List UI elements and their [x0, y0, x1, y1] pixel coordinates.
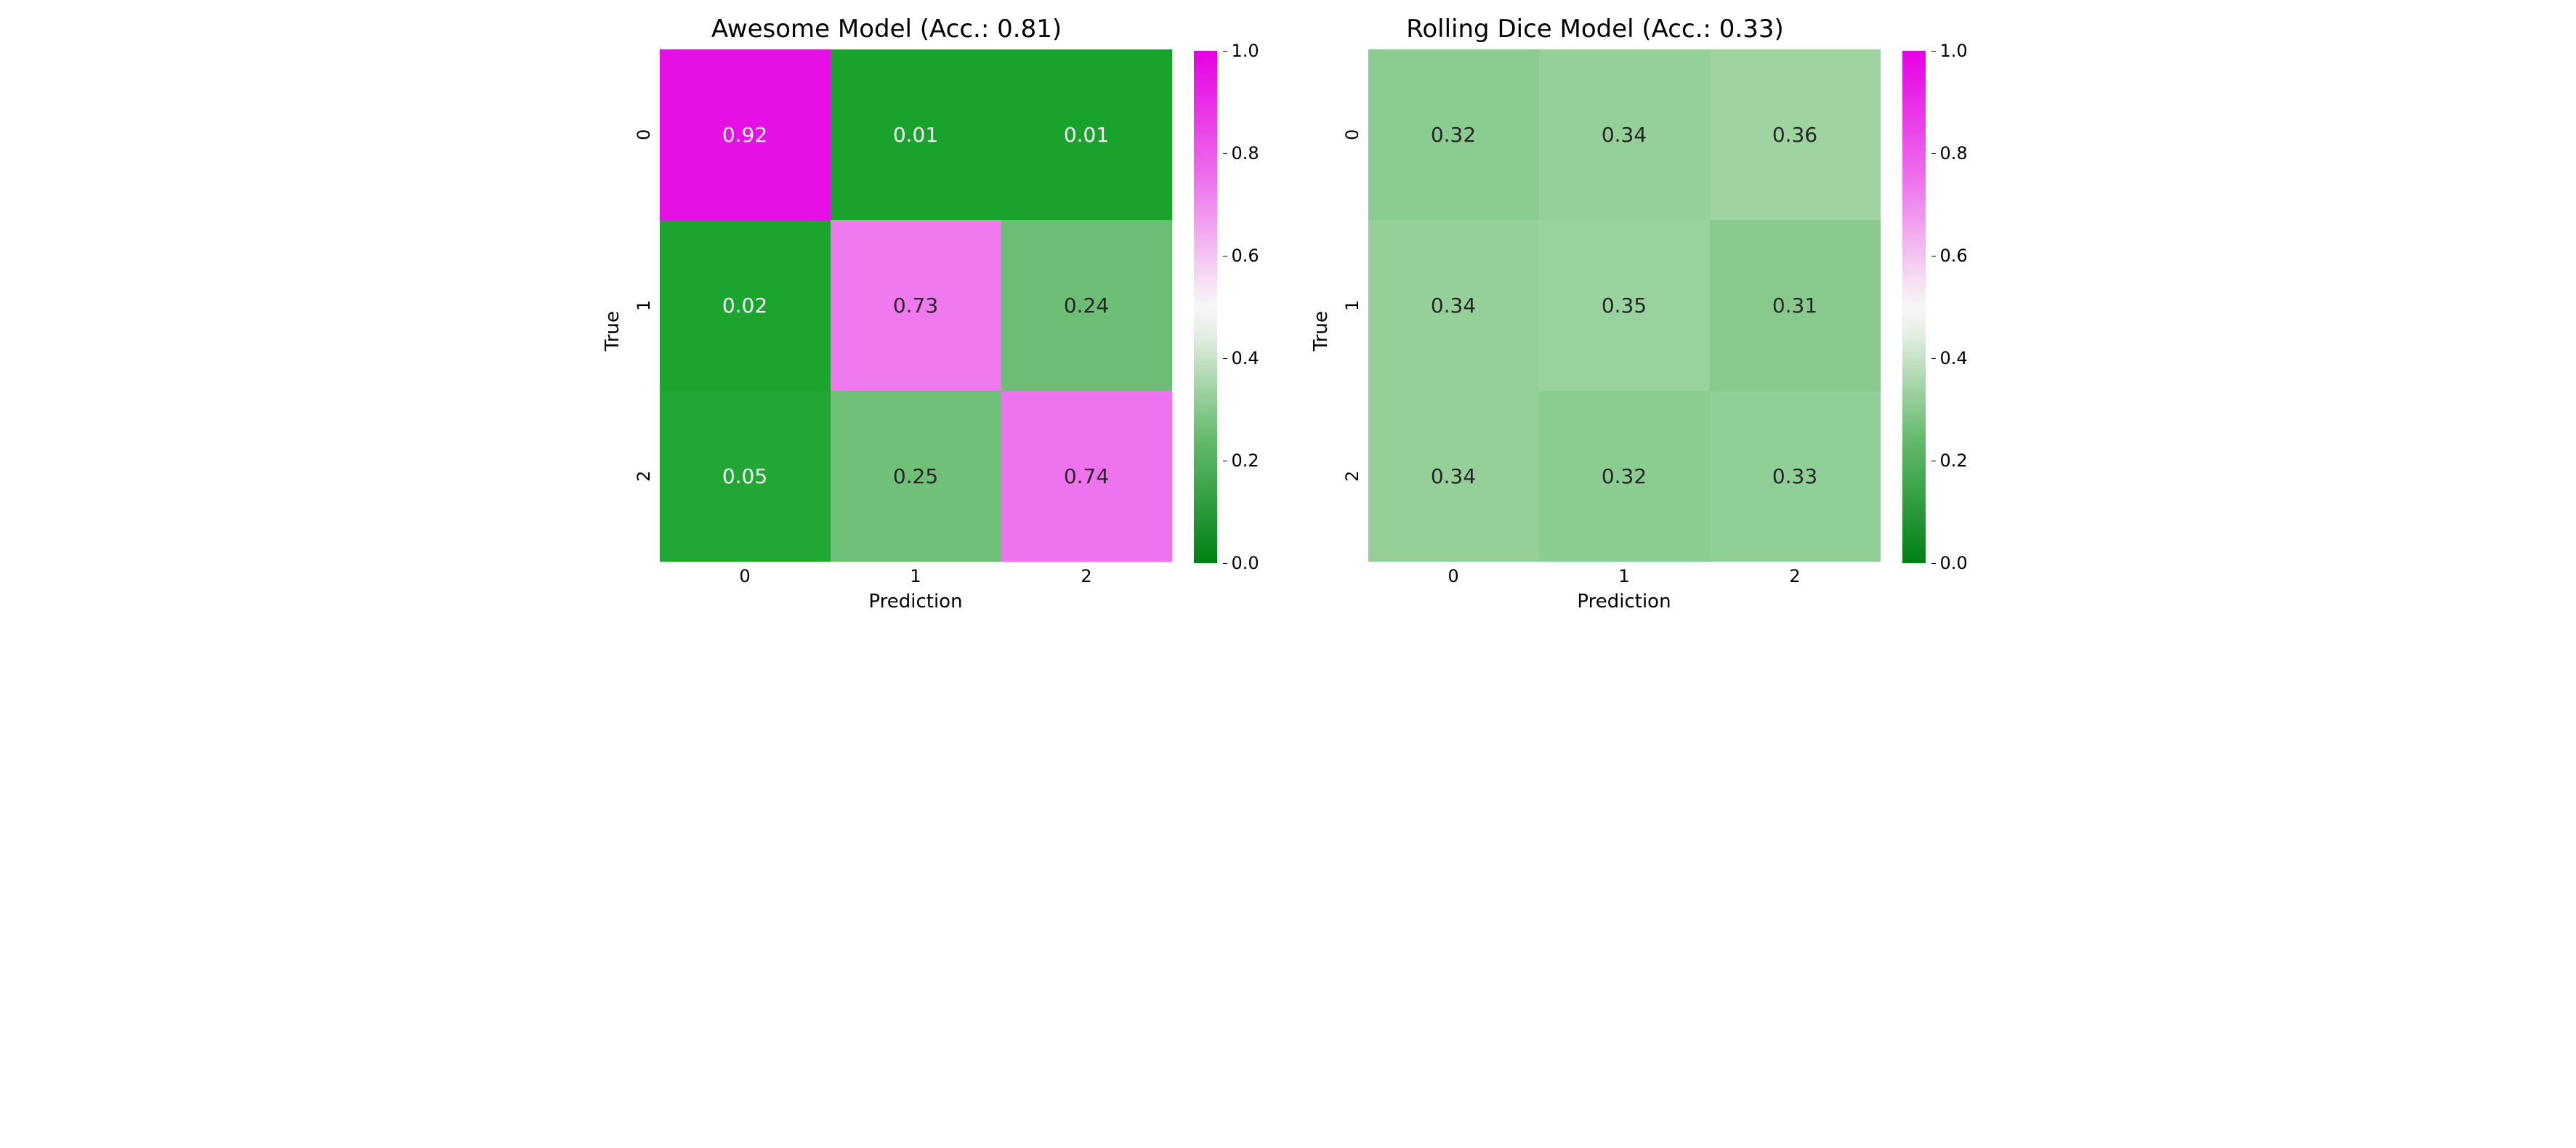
x-tick: 2: [1001, 566, 1172, 586]
y-ticks: 012: [634, 49, 654, 562]
heatmap-cell: 0.05: [660, 391, 831, 562]
y-tick: 1: [1342, 220, 1362, 391]
heatmap-cell: 0.35: [1539, 220, 1710, 391]
heatmap-cell: 0.25: [831, 391, 1001, 562]
heatmap-container: True0120.920.010.010.020.730.240.050.250…: [602, 49, 1172, 613]
colorbar-tick: 1.0: [1223, 41, 1259, 61]
plot-area: Awesome Model (Acc.: 0.81)True0120.920.0…: [602, 15, 1172, 613]
plot-area: Rolling Dice Model (Acc.: 0.33)True0120.…: [1310, 15, 1881, 613]
y-ticks: 012: [1342, 49, 1362, 562]
heatmap-cell: 0.31: [1710, 220, 1881, 391]
grid-wrap: 0.920.010.010.020.730.240.050.250.74012P…: [660, 49, 1172, 613]
y-axis: 012: [634, 49, 654, 613]
y-axis: 012: [1342, 49, 1362, 613]
colorbar-tick: 0.6: [1223, 246, 1259, 266]
chart-title: Awesome Model (Acc.: 0.81): [602, 15, 1172, 44]
x-ticks: 012: [1368, 566, 1881, 586]
x-tick: 0: [1368, 566, 1539, 586]
colorbar-tick: 0.2: [1223, 450, 1259, 471]
colorbar-gradient: [1194, 51, 1217, 563]
colorbar-tick: 0.8: [1931, 143, 1968, 163]
y-tick: 0: [1342, 49, 1362, 220]
heatmap-cell: 0.34: [1368, 391, 1539, 562]
colorbar-ticks: 0.00.20.40.60.81.0: [1931, 51, 1975, 563]
colorbar-tick: 0.8: [1223, 143, 1259, 163]
x-axis-label: Prediction: [660, 591, 1172, 613]
colorbar-tick: 0.0: [1931, 553, 1968, 573]
x-tick: 2: [1710, 566, 1881, 586]
heatmap-cell: 0.36: [1710, 49, 1881, 220]
y-axis-label: True: [602, 311, 623, 351]
heatmap-cell: 0.02: [660, 220, 831, 391]
figure: Awesome Model (Acc.: 0.81)True0120.920.0…: [602, 15, 1975, 613]
heatmap-cell: 0.92: [660, 49, 831, 220]
subplot-0: Awesome Model (Acc.: 0.81)True0120.920.0…: [602, 15, 1267, 613]
heatmap-cell: 0.01: [831, 49, 1001, 220]
heatmap-cell: 0.34: [1539, 49, 1710, 220]
colorbar-tick: 0.0: [1223, 553, 1259, 573]
y-axis-label: True: [1310, 311, 1332, 351]
colorbar-tick: 0.4: [1931, 348, 1968, 368]
grid-wrap: 0.320.340.360.340.350.310.340.320.33012P…: [1368, 49, 1881, 613]
colorbar-gradient: [1902, 51, 1926, 563]
y-tick: 1: [634, 220, 654, 391]
heatmap-cell: 0.24: [1001, 220, 1172, 391]
subplot-1: Rolling Dice Model (Acc.: 0.33)True0120.…: [1310, 15, 1975, 613]
heatmap-cell: 0.73: [831, 220, 1001, 391]
heatmap-cell: 0.33: [1710, 391, 1881, 562]
heatmap-grid: 0.920.010.010.020.730.240.050.250.74: [660, 49, 1172, 562]
y-tick: 0: [634, 49, 654, 220]
chart-title: Rolling Dice Model (Acc.: 0.33): [1310, 15, 1881, 44]
colorbar-tick: 0.4: [1223, 348, 1259, 368]
y-tick: 2: [1342, 391, 1362, 562]
heatmap-cell: 0.01: [1001, 49, 1172, 220]
heatmap-cell: 0.74: [1001, 391, 1172, 562]
heatmap-container: True0120.320.340.360.340.350.310.340.320…: [1310, 49, 1881, 613]
x-axis-label: Prediction: [1368, 591, 1881, 613]
x-tick: 1: [1539, 566, 1710, 586]
heatmap-cell: 0.32: [1539, 391, 1710, 562]
x-ticks: 012: [660, 566, 1172, 586]
x-tick: 0: [660, 566, 831, 586]
colorbar: 0.00.20.40.60.81.0: [1902, 15, 1975, 563]
colorbar-tick: 1.0: [1931, 41, 1968, 61]
heatmap-cell: 0.34: [1368, 220, 1539, 391]
y-tick: 2: [634, 391, 654, 562]
colorbar: 0.00.20.40.60.81.0: [1194, 15, 1267, 563]
heatmap-grid: 0.320.340.360.340.350.310.340.320.33: [1368, 49, 1881, 562]
colorbar-tick: 0.6: [1931, 246, 1968, 266]
colorbar-ticks: 0.00.20.40.60.81.0: [1223, 51, 1267, 563]
heatmap-cell: 0.32: [1368, 49, 1539, 220]
x-tick: 1: [831, 566, 1001, 586]
colorbar-tick: 0.2: [1931, 450, 1968, 471]
